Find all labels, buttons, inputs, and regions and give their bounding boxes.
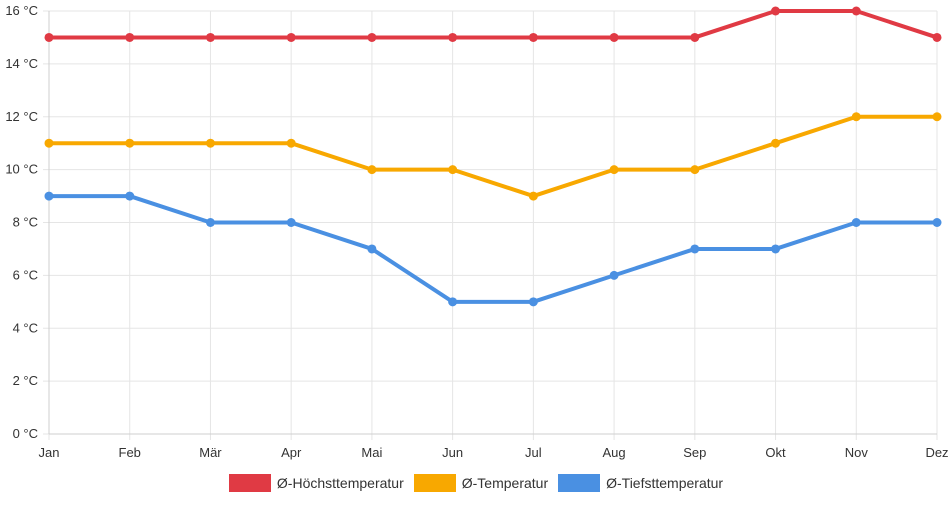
- x-tick-label: Mai: [361, 445, 382, 460]
- series-1: [44, 6, 942, 42]
- x-tick-label: Aug: [603, 445, 626, 460]
- y-tick-label: 8 °C: [13, 215, 38, 230]
- x-tick-label: Jun: [442, 445, 463, 460]
- y-tick-label: 10 °C: [5, 162, 38, 177]
- data-point[interactable]: [448, 165, 458, 175]
- y-tick-label: 14 °C: [5, 56, 38, 71]
- x-tick-label: Feb: [119, 445, 141, 460]
- data-point[interactable]: [771, 244, 781, 254]
- x-tick-label: Okt: [765, 445, 786, 460]
- x-tick-label: Dez: [925, 445, 948, 460]
- y-tick-label: 12 °C: [5, 109, 38, 124]
- data-point[interactable]: [609, 165, 619, 175]
- data-point[interactable]: [528, 297, 538, 307]
- x-tick-label: Mär: [199, 445, 222, 460]
- data-point[interactable]: [286, 32, 296, 42]
- data-point[interactable]: [609, 270, 619, 280]
- data-point[interactable]: [851, 6, 861, 16]
- data-point[interactable]: [205, 138, 215, 148]
- x-tick-label: Jul: [525, 445, 542, 460]
- legend-item[interactable]: Ø-Höchsttemperatur: [228, 474, 404, 492]
- data-point[interactable]: [690, 32, 700, 42]
- data-point[interactable]: [771, 138, 781, 148]
- data-point[interactable]: [367, 244, 377, 254]
- data-point[interactable]: [528, 32, 538, 42]
- y-tick-label: 0 °C: [13, 426, 38, 441]
- series-line: [47, 9, 939, 40]
- legend-item[interactable]: Ø-Tiefsttemperatur: [558, 474, 723, 492]
- legend-swatch: [413, 474, 456, 492]
- x-tick-label: Jan: [39, 445, 60, 460]
- data-point[interactable]: [690, 244, 700, 254]
- data-point[interactable]: [125, 191, 135, 201]
- x-tick-label: Nov: [845, 445, 869, 460]
- series-2: [44, 112, 942, 201]
- data-point[interactable]: [771, 6, 781, 16]
- legend-label: Ø-Temperatur: [461, 475, 549, 491]
- data-point[interactable]: [932, 112, 942, 122]
- data-point[interactable]: [690, 165, 700, 175]
- data-point[interactable]: [44, 138, 54, 148]
- y-tick-label: 4 °C: [13, 320, 38, 335]
- data-point[interactable]: [932, 218, 942, 227]
- data-point[interactable]: [851, 218, 861, 227]
- series-3: [44, 191, 942, 307]
- legend: Ø-Höchsttemperatur Ø-Temperatur Ø-Tiefstte…: [0, 472, 952, 494]
- x-tick-label: Sep: [683, 445, 706, 460]
- data-point[interactable]: [125, 32, 135, 42]
- data-point[interactable]: [448, 32, 458, 42]
- data-point[interactable]: [448, 297, 458, 307]
- data-point[interactable]: [205, 32, 215, 42]
- data-point[interactable]: [367, 165, 377, 175]
- y-tick-label: 2 °C: [13, 373, 38, 388]
- data-point[interactable]: [851, 112, 861, 122]
- series-line: [47, 114, 939, 199]
- y-axis: 0 °C 2 °C 4 °C 6 °C 8 °C 10 °C 12 °C 14 °C 16 °C: [5, 3, 50, 441]
- legend-swatch: [228, 474, 271, 492]
- grid-layer: [43, 10, 938, 440]
- series-layer: [44, 6, 942, 307]
- data-point[interactable]: [609, 32, 619, 42]
- x-axis: Jan Feb Mär Apr Mai Jun Jul Aug Sep Okt Nov Dez: [39, 433, 949, 460]
- legend-swatch: [558, 474, 601, 492]
- data-point[interactable]: [286, 218, 296, 227]
- data-point[interactable]: [44, 191, 54, 201]
- data-point[interactable]: [125, 138, 135, 148]
- data-point[interactable]: [367, 32, 377, 42]
- y-tick-label: 16 °C: [5, 3, 38, 18]
- series-line: [47, 194, 939, 304]
- data-point[interactable]: [205, 218, 215, 227]
- y-tick-label: 6 °C: [13, 267, 38, 282]
- data-point[interactable]: [44, 32, 54, 42]
- legend-item[interactable]: Ø-Temperatur: [413, 474, 549, 492]
- legend-label: Ø-Tiefsttemperatur: [606, 475, 724, 491]
- data-point[interactable]: [528, 191, 538, 201]
- data-point[interactable]: [286, 138, 296, 148]
- x-tick-label: Apr: [281, 445, 302, 460]
- legend-label: Ø-Höchsttemperatur: [276, 475, 404, 491]
- data-point[interactable]: [932, 32, 942, 42]
